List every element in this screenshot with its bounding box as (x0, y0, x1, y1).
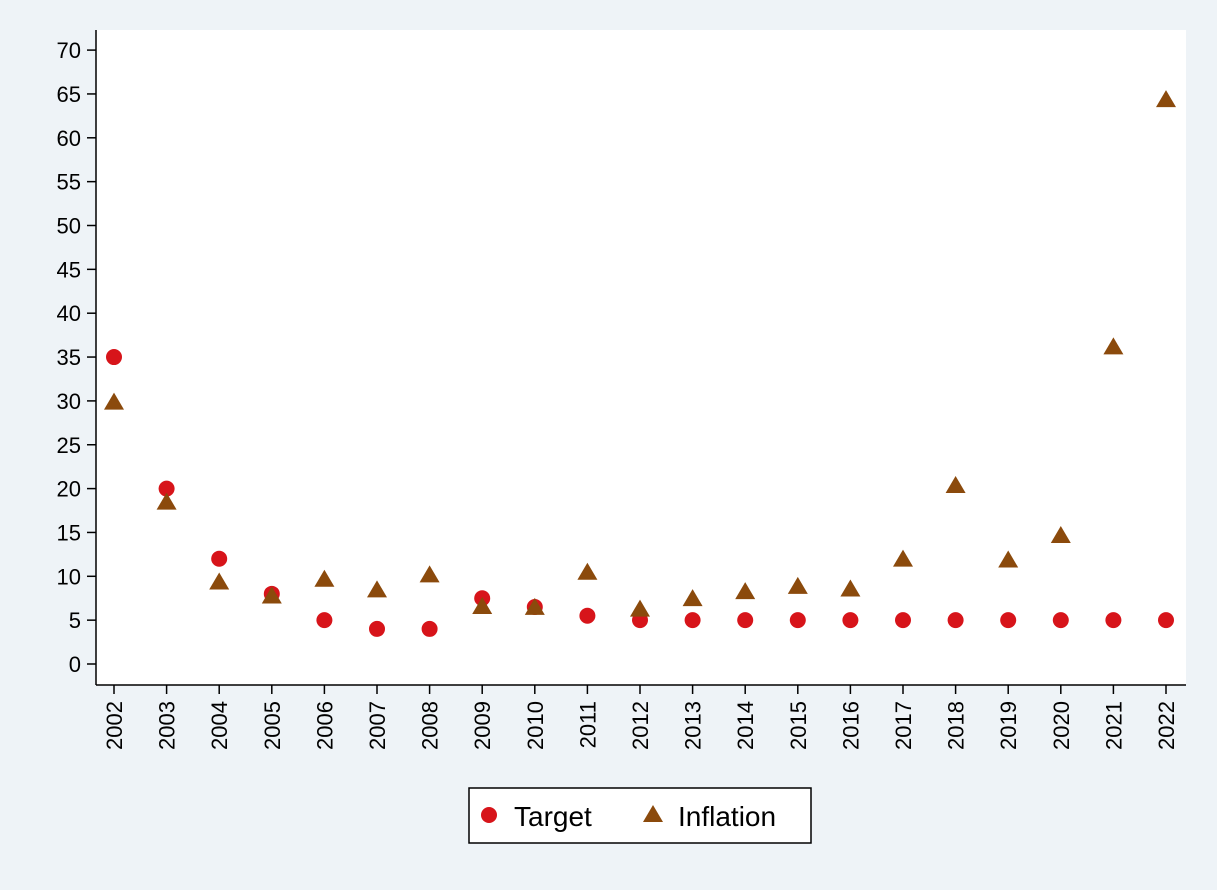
inflation-series (104, 90, 1176, 617)
y-tick-label: 70 (57, 38, 81, 63)
target-point (158, 480, 175, 497)
y-tick-label: 45 (57, 257, 81, 282)
x-tick-label: 2011 (575, 701, 600, 748)
y-tick-label: 10 (57, 564, 81, 589)
inflation-point (209, 572, 230, 590)
x-tick-label: 2010 (523, 701, 548, 750)
y-tick-label: 60 (57, 126, 81, 151)
target-point (842, 612, 859, 629)
y-tick-label: 35 (57, 345, 81, 370)
inflation-point (945, 475, 966, 493)
y-tick-label: 0 (69, 652, 81, 677)
inflation-point (735, 582, 756, 600)
target-point (737, 612, 754, 629)
x-tick-label: 2009 (470, 701, 495, 750)
y-tick-label: 50 (57, 214, 81, 239)
legend-target-label: Target (514, 801, 592, 832)
y-tick-label: 40 (57, 301, 81, 326)
inflation-point (1050, 525, 1071, 543)
x-tick-label: 2014 (733, 701, 758, 750)
inflation-point (524, 597, 545, 615)
x-tick-label: 2015 (786, 701, 811, 750)
inflation-point (156, 492, 177, 510)
target-point (684, 612, 701, 629)
x-tick-label: 2017 (891, 701, 916, 750)
inflation-point (367, 580, 387, 598)
y-tick-label: 30 (57, 389, 81, 414)
target-point (369, 620, 385, 637)
y-tick-label: 25 (57, 433, 81, 458)
target-point (579, 607, 596, 624)
x-tick-label: 2016 (838, 701, 863, 750)
x-tick-label: 2003 (155, 701, 180, 750)
x-axis: 2002 2003 2004 2005 2006 2007 2008 2009 2010 2011… (96, 684, 1186, 750)
target-point (895, 612, 911, 629)
legend-target-marker (481, 807, 497, 823)
inflation-point (419, 565, 440, 583)
inflation-point (104, 392, 124, 410)
target-point (316, 612, 333, 629)
x-tick-label: 2005 (260, 701, 285, 750)
y-tick-label: 55 (57, 170, 81, 195)
inflation-point (893, 549, 913, 567)
y-tick-label: 20 (57, 477, 81, 502)
y-tick-label: 5 (69, 608, 81, 633)
x-tick-label: 2013 (681, 701, 706, 750)
inflation-point (261, 586, 282, 604)
legend-box (468, 787, 812, 844)
inflation-point (472, 596, 493, 614)
x-tick-label: 2021 (1101, 701, 1126, 750)
x-tick-label: 2002 (102, 701, 127, 750)
target-point (947, 612, 964, 629)
inflation-point (682, 589, 703, 607)
inflation-point (1156, 90, 1176, 108)
x-tick-label: 2008 (418, 701, 443, 750)
target-point (1052, 612, 1069, 629)
y-axis: 0 5 10 15 20 25 30 35 40 45 50 55 60 65 70 (57, 30, 97, 685)
x-tick-label: 2020 (1049, 701, 1074, 750)
target-point (211, 550, 228, 567)
target-point (1105, 612, 1122, 629)
x-tick-label: 2004 (207, 701, 232, 750)
legend-inflation-marker (643, 805, 663, 822)
inflation-point (840, 579, 861, 597)
inflation-point (314, 569, 335, 587)
target-point (789, 612, 806, 629)
target-point (106, 349, 122, 366)
x-tick-label: 2022 (1154, 701, 1179, 750)
x-tick-label: 2018 (944, 701, 969, 750)
plot-area (96, 30, 1186, 685)
inflation-point (577, 562, 598, 580)
target-point (1158, 612, 1174, 629)
legend: Target Inflation (468, 787, 812, 844)
target-point (1000, 612, 1017, 629)
y-tick-label: 15 (57, 520, 81, 545)
inflation-point (787, 576, 808, 594)
inflation-point (998, 550, 1019, 568)
legend-inflation-label: Inflation (678, 801, 776, 832)
y-tick-label: 65 (57, 82, 81, 107)
x-tick-label: 2007 (365, 701, 390, 750)
target-point (421, 620, 438, 637)
inflation-point (1103, 337, 1124, 355)
target-series (106, 349, 1174, 637)
inflation-point (630, 599, 650, 617)
x-tick-label: 2019 (996, 701, 1021, 750)
x-tick-label: 2006 (312, 701, 337, 750)
x-tick-label: 2012 (628, 701, 653, 750)
